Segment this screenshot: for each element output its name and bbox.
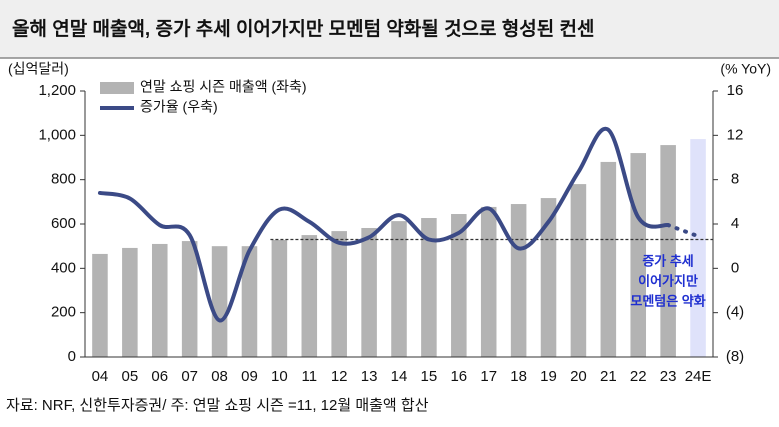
bar [421,218,437,357]
annotation: 모멘텀은 약화 [630,293,705,308]
source-note: 자료: NRF, 신한투자증권/ 주: 연말 쇼핑 시즌 =11, 12월 매출… [6,397,429,414]
annotation: 이어가지만 [638,273,698,288]
x-tick-label: 19 [540,368,557,385]
x-tick-label: 17 [480,368,497,385]
y2-axis-label: (% YoY) [720,61,771,77]
bar [301,235,318,357]
x-tick-label: 08 [211,368,228,385]
legend-label: 증가율 (우축) [140,99,218,115]
y2-tick-label: 0 [731,259,739,276]
line [97,126,671,323]
x-tick-label: 22 [630,368,647,385]
y2-tick-label: (8) [726,348,744,365]
x-tick-label: 09 [241,368,258,385]
line-forecast [666,223,701,239]
legend-label: 연말 쇼핑 시즌 매출액 (좌축) [140,79,307,95]
y-tick-label: 600 [51,215,76,232]
bar [540,198,557,357]
x-tick-label: 12 [331,368,348,385]
annotation: 증가 추세 [642,253,693,268]
x-tick-label: 11 [301,368,317,385]
y-tick-label: 1,200 [38,82,76,99]
y-axis-label: (십억달러) [8,61,69,77]
x-tick-label: 04 [92,368,109,385]
y2-tick-label: 4 [731,215,739,232]
x-tick-label: 24E [685,368,712,385]
bar [331,231,347,357]
y2-tick-label: 12 [727,126,744,143]
bar [181,241,198,357]
bar [271,239,288,357]
x-tick-label: 05 [122,368,139,385]
bar [151,243,168,357]
x-tick-label: 20 [570,368,587,385]
x-tick-label: 14 [391,368,408,385]
bar [451,214,467,357]
y2-tick-label: (4) [726,304,744,321]
y-tick-label: 1,000 [38,126,76,143]
bar [211,246,228,357]
x-tick-label: 16 [450,368,467,385]
x-tick-label: 07 [181,368,198,385]
x-tick-label: 15 [421,368,438,385]
title-band [0,0,779,58]
y-tick-label: 400 [51,259,76,276]
x-tick-label: 23 [660,368,677,385]
y-tick-label: 0 [68,348,76,365]
chart-title: 올해 연말 매출액, 증가 추세 이어가지만 모멘텀 약화될 것으로 형성된 컨… [12,18,594,40]
bar [690,139,706,357]
bar [92,253,108,357]
bar [241,246,258,357]
bar [391,221,407,357]
bar [480,206,497,357]
x-tick-label: 10 [271,368,288,385]
x-tick-label: 21 [600,368,617,385]
y2-tick-label: 8 [731,171,739,188]
y2-tick-label: 16 [727,82,744,99]
bar [122,247,138,357]
bar [660,145,676,357]
bar [510,204,527,357]
legend-swatch [100,82,134,94]
x-tick-label: 13 [361,368,378,385]
bar [570,184,587,357]
y-tick-label: 800 [51,171,76,188]
bar [600,161,617,357]
x-tick-label: 18 [510,368,527,385]
y-tick-label: 200 [51,304,76,321]
x-tick-label: 06 [151,368,168,385]
bar [361,227,377,357]
